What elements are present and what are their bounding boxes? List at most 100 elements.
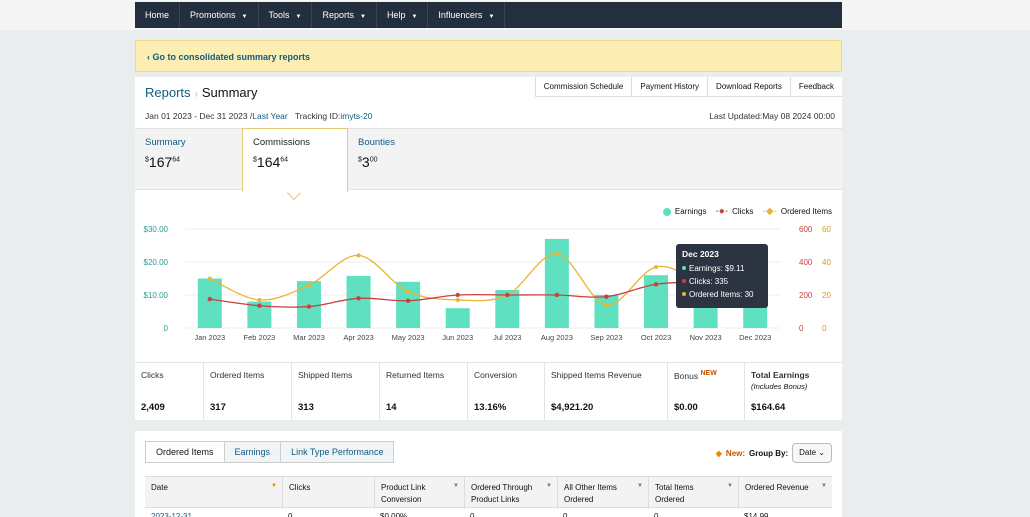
caret-down-icon: ▼ — [295, 14, 302, 20]
earnings-bar — [197, 278, 222, 328]
clicks-point — [306, 304, 312, 309]
tab-commissions[interactable]: Commissions $16464 — [242, 128, 348, 192]
x-axis-tick: Aug 2023 — [541, 333, 573, 342]
tab-bounties[interactable]: Bounties $300 — [348, 129, 458, 191]
table-cell: 0 — [563, 512, 568, 517]
column-header-date[interactable]: Date ▼ — [145, 477, 282, 509]
stat-label: Returned Items — [386, 370, 445, 380]
consolidated-link[interactable]: ‹ Go to consolidated summary reports — [147, 52, 311, 62]
tab-earnings[interactable]: Earnings — [223, 442, 281, 462]
column-header-ordered-revenue[interactable]: Ordered Revenue ▼ — [738, 477, 832, 509]
sort-icon[interactable]: ▼ — [546, 483, 552, 489]
nav-item-promotions[interactable]: Promotions ▼ — [180, 2, 259, 28]
stat-total-earnings: Total Earnings (Includes Bonus) $164.64 — [744, 363, 842, 421]
x-axis-tick: Sep 2023 — [590, 333, 622, 342]
feedback-button[interactable]: Feedback — [789, 77, 842, 97]
tooltip-ordered: Ordered Items: 30 — [689, 290, 754, 299]
payment-history-button[interactable]: Payment History — [631, 77, 708, 97]
stat-value: 14 — [386, 402, 397, 413]
nav-item-tools[interactable]: Tools ▼ — [259, 2, 313, 28]
x-axis-tick: Jul 2023 — [493, 333, 521, 342]
column-label: Date — [151, 483, 168, 492]
title-summary: Summary — [201, 85, 258, 100]
sort-icon[interactable]: ▼ — [637, 483, 643, 489]
tab-summary[interactable]: Summary $16764 — [135, 129, 242, 191]
breadcrumb-separator: › — [194, 89, 198, 100]
nav-item-home[interactable]: Home — [135, 2, 181, 28]
clicks-point — [405, 298, 411, 303]
ordered-items-point — [455, 297, 460, 302]
chevron-down-icon: ⌄ — [818, 448, 825, 457]
tab-ordered-items[interactable]: Ordered Items — [146, 442, 224, 462]
clicks-line — [209, 272, 756, 308]
sort-icon[interactable]: ▼ — [453, 483, 459, 489]
clicks-point — [505, 292, 510, 298]
download-reports-button[interactable]: Download Reports — [707, 77, 790, 97]
right-axis-tick-clicks: 200 — [799, 291, 813, 300]
nav-item-help[interactable]: Help ▼ — [377, 2, 429, 28]
stat-label: Ordered Items — [210, 370, 265, 380]
tooltip-earnings: Earnings: $9.11 — [689, 264, 745, 273]
last-year-link[interactable]: Last Year — [252, 111, 288, 121]
legend-clicks[interactable]: -●- Clicks — [715, 206, 754, 217]
nav-item-reports[interactable]: Reports ▼ — [312, 2, 377, 28]
tab-link-type-performance[interactable]: Link Type Performance — [280, 442, 394, 462]
ordered-items-point — [654, 264, 659, 269]
stat-shipped-items-revenue: Shipped Items Revenue $4,921.20 — [544, 363, 667, 421]
stat-value: $0.00 — [674, 402, 698, 413]
main-nav: Home Promotions ▼ Tools ▼ Reports ▼ Help ▼ Influe… — [135, 2, 842, 28]
commission-schedule-button[interactable]: Commission Schedule — [534, 77, 632, 97]
tooltip-bullet-icon — [682, 266, 686, 270]
column-label: Product Link Conversion — [381, 483, 426, 504]
ordered-items-line — [209, 253, 756, 306]
caret-down-icon: ▼ — [241, 14, 248, 20]
earnings-bar — [495, 290, 520, 328]
stat-label: Total Earnings — [751, 370, 810, 380]
consolidated-banner: ‹ Go to consolidated summary reports — [135, 40, 842, 72]
column-header-total-items-ordered[interactable]: Total Items Ordered ▼ — [648, 477, 738, 509]
stat-value: 13.16% — [474, 402, 507, 413]
caret-down-icon: ▼ — [488, 14, 495, 20]
breadcrumb-reports[interactable]: Reports — [145, 85, 191, 100]
table-cell: 0 — [470, 512, 475, 517]
sort-icon[interactable]: ▼ — [821, 483, 827, 489]
clicks-point — [207, 296, 212, 302]
table-header: Date ▼ Clicks Product Link Conversion ▼ Order… — [145, 476, 832, 509]
tab-bounties-label: Bounties — [358, 137, 395, 148]
sort-icon[interactable]: ▼ — [727, 483, 733, 489]
earnings-chart: 0 0 0 $10.00 200 20 $20.00 400 40 $30.00 600 60 Jan … — [144, 225, 832, 342]
clicks-swatch-icon: -●- — [715, 206, 729, 217]
nav-item-influencers[interactable]: Influencers ▼ — [428, 2, 506, 28]
table-cell: $0.00% — [380, 512, 408, 517]
stat-bonus: Bonus NEW $0.00 — [667, 363, 744, 421]
column-header-product-link-conversion[interactable]: Product Link Conversion ▼ — [374, 477, 464, 509]
sort-icon[interactable]: ▼ — [271, 483, 277, 489]
x-axis-tick: Oct 2023 — [641, 333, 671, 342]
right-axis-tick-clicks: 600 — [799, 225, 813, 234]
legend-earnings[interactable]: Earnings — [662, 207, 706, 216]
ordered-items-point — [554, 251, 559, 256]
ordered-items-point — [257, 297, 262, 302]
legend-ordered-items[interactable]: -◆- Ordered Items — [762, 206, 833, 217]
ordered-swatch-icon: -◆- — [762, 206, 777, 217]
x-axis-tick: May 2023 — [392, 333, 425, 342]
report-tabs: Summary $16764 Commissions $16464 Bounti… — [135, 128, 842, 192]
new-label: New: — [725, 448, 746, 458]
right-axis-tick-ordered: 40 — [822, 258, 831, 267]
last-updated: Last Updated:May 08 2024 00:00 — [709, 111, 835, 121]
new-badge: NEW — [700, 370, 717, 377]
right-axis-tick-ordered: 60 — [822, 225, 831, 234]
tracking-id-link[interactable]: imyts-20 — [340, 111, 373, 121]
column-header-clicks[interactable]: Clicks — [282, 477, 374, 509]
table-cell[interactable]: 2023-12-31 — [151, 512, 192, 517]
left-axis-tick: $10.00 — [144, 291, 169, 300]
column-header-ordered-through-product-links[interactable]: Ordered Through Product Links ▼ — [464, 477, 557, 509]
clicks-point — [455, 292, 460, 298]
group-by-select[interactable]: Date ⌄ — [792, 443, 832, 463]
ordered-items-point — [207, 276, 212, 281]
tab-commissions-amount: $16464 — [253, 154, 289, 170]
column-header-all-other-items-ordered[interactable]: All Other Items Ordered ▼ — [557, 477, 648, 509]
new-tag-icon: ◆ — [715, 448, 722, 458]
tooltip-title: Dec 2023 — [682, 249, 719, 259]
clicks-point — [604, 294, 609, 299]
